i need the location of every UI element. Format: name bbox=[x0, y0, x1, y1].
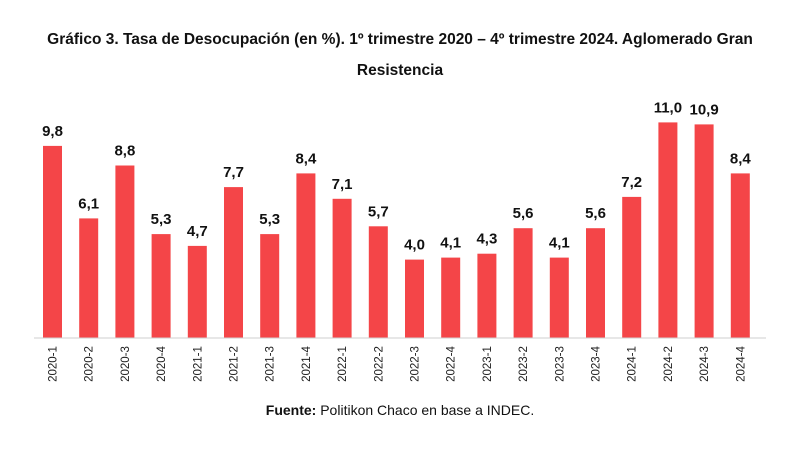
bar-2021-4 bbox=[296, 173, 316, 338]
x-tick-2024-1: 2024-1 bbox=[627, 346, 639, 382]
bar-2020-1 bbox=[43, 145, 62, 338]
value-label-2022-4: 4,1 bbox=[440, 235, 461, 252]
x-tick-2021-3: 2021-3 bbox=[265, 346, 277, 382]
bar-2023-4 bbox=[586, 228, 605, 338]
x-tick-2021-2: 2021-2 bbox=[229, 346, 241, 382]
value-label-2021-2: 7,7 bbox=[223, 164, 244, 181]
x-tick-2020-4: 2020-4 bbox=[156, 345, 168, 381]
bar-2023-1 bbox=[477, 253, 497, 338]
bar-2020-2 bbox=[79, 218, 99, 338]
x-tick-2021-1: 2021-1 bbox=[192, 346, 204, 382]
bar-2021-1 bbox=[187, 245, 207, 338]
bar-2024-1 bbox=[622, 196, 642, 338]
bar-2020-4 bbox=[151, 234, 171, 338]
value-label-2023-2: 5,6 bbox=[513, 205, 534, 222]
source-note: Fuente: Politikon Chaco en base a INDEC. bbox=[0, 402, 800, 418]
value-label-2021-1: 4,7 bbox=[187, 223, 208, 240]
value-label-2022-2: 5,7 bbox=[368, 203, 389, 220]
value-label-2020-4: 5,3 bbox=[151, 211, 172, 228]
x-tick-2020-2: 2020-2 bbox=[84, 346, 96, 382]
x-tick-2020-3: 2020-3 bbox=[120, 346, 132, 382]
bar-2024-4 bbox=[730, 173, 750, 338]
value-label-2021-4: 8,4 bbox=[295, 150, 317, 167]
value-label-2024-1: 7,2 bbox=[621, 174, 642, 191]
value-label-2021-3: 5,3 bbox=[259, 211, 280, 228]
bar-2021-2 bbox=[224, 187, 243, 338]
x-tick-2023-4: 2023-4 bbox=[591, 345, 603, 381]
bar-2024-2 bbox=[658, 122, 678, 339]
value-label-2023-3: 4,1 bbox=[549, 235, 570, 252]
x-tick-2022-4: 2022-4 bbox=[446, 345, 458, 381]
x-tick-2023-1: 2023-1 bbox=[482, 346, 494, 382]
x-tick-2020-1: 2020-1 bbox=[48, 346, 60, 382]
source-text: Politikon Chaco en base a INDEC. bbox=[316, 402, 535, 418]
value-label-2020-2: 6,1 bbox=[78, 195, 99, 212]
x-tick-2024-2: 2024-2 bbox=[663, 346, 675, 382]
bar-2021-3 bbox=[260, 234, 280, 338]
bar-2022-4 bbox=[441, 257, 461, 338]
x-tick-2022-3: 2022-3 bbox=[410, 346, 422, 382]
value-label-2022-3: 4,0 bbox=[404, 237, 425, 254]
bar-2020-3 bbox=[115, 165, 135, 338]
x-tick-labels: 2020-1 2020-2 2020-3 2020-4 2021-1 2021-2 2021… bbox=[48, 345, 748, 381]
bar-2023-2 bbox=[513, 228, 533, 338]
value-label-2023-1: 4,3 bbox=[476, 231, 497, 248]
x-tick-2022-2: 2022-2 bbox=[373, 346, 385, 382]
x-tick-2021-4: 2021-4 bbox=[301, 345, 313, 381]
bar-2024-3 bbox=[694, 124, 714, 339]
value-label-2020-1: 9,8 bbox=[42, 123, 63, 140]
value-label-2024-2: 11,0 bbox=[654, 99, 682, 116]
bar-2022-2 bbox=[368, 226, 388, 338]
value-label-2024-3: 10,9 bbox=[689, 101, 718, 118]
value-labels: 9,8 6,1 8,8 5,3 4,7 7,7 5,3 8,4 7,1 5,7 4,0 4,1 4,3 5… bbox=[42, 99, 751, 253]
value-label-2022-1: 7,1 bbox=[332, 176, 353, 193]
value-label-2023-4: 5,6 bbox=[585, 205, 606, 222]
x-tick-2024-4: 2024-4 bbox=[735, 345, 747, 381]
x-tick-2024-3: 2024-3 bbox=[699, 346, 711, 382]
value-label-2024-4: 8,4 bbox=[730, 150, 752, 167]
bars-layer bbox=[43, 122, 750, 339]
bar-2022-3 bbox=[405, 259, 424, 338]
x-tick-2022-1: 2022-1 bbox=[337, 346, 349, 382]
bar-2023-3 bbox=[549, 257, 569, 338]
bar-2022-1 bbox=[332, 198, 352, 338]
x-tick-2023-2: 2023-2 bbox=[518, 346, 530, 382]
x-tick-2023-3: 2023-3 bbox=[554, 346, 566, 382]
chart-title: Gráfico 3. Tasa de Desocupación (en %). … bbox=[47, 31, 753, 79]
source-label: Fuente: bbox=[265, 402, 317, 418]
value-label-2020-3: 8,8 bbox=[114, 143, 135, 160]
